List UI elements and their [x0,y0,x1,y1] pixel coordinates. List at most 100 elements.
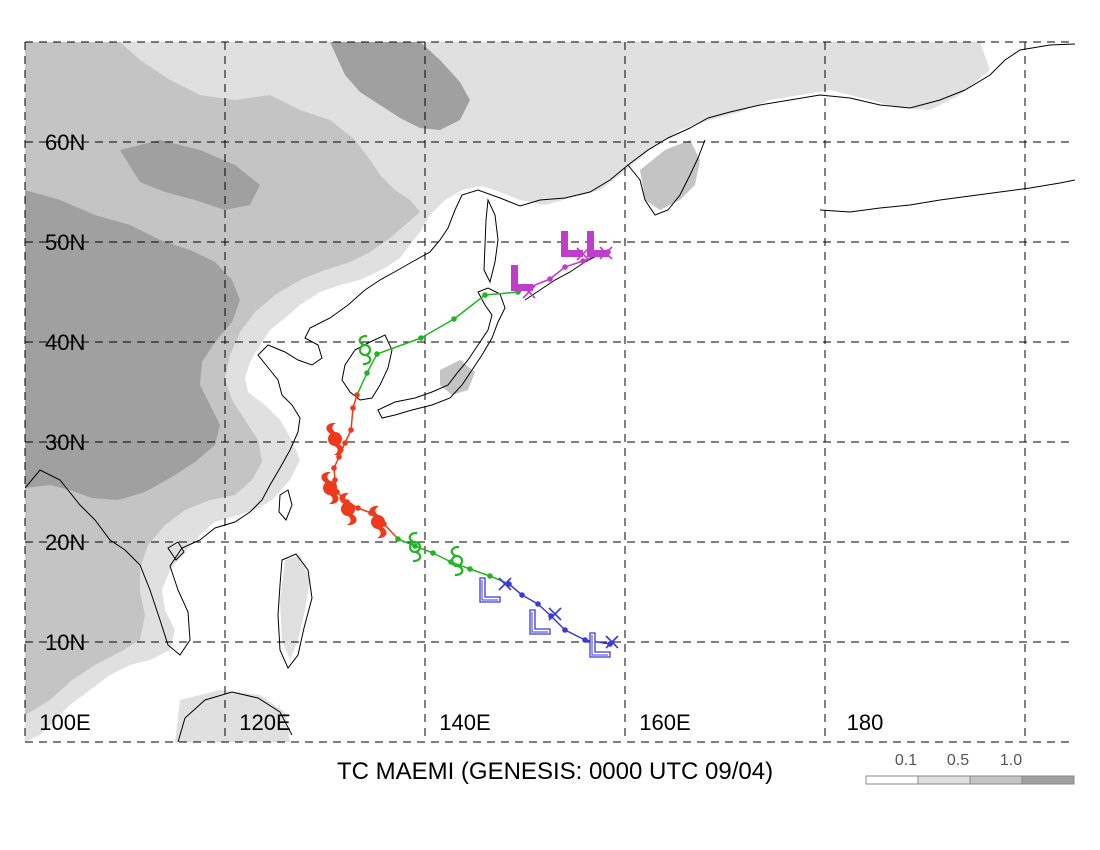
track-segment [564,629,586,641]
track-point [342,440,348,446]
lat-label: 40N [45,330,85,355]
terrain-dark-north [330,42,470,130]
track-point [412,543,418,549]
longitude-labels: 100E 120E 140E 160E 180 [39,710,883,735]
tropical-depression-L-icon [479,577,501,603]
lon-label: 100E [39,710,90,735]
coastline-mainland [25,43,1075,656]
coastline-kamchatka [627,139,706,216]
track-point [535,601,541,607]
tropical-storm-icon [358,334,372,366]
track-segment [550,615,566,631]
track-point [418,335,424,341]
terrain-light-philippines [280,555,310,660]
track-point [331,465,337,471]
coastline-japan [377,287,506,419]
coastline-sakhalin [483,198,499,284]
track-segment [508,583,523,596]
track-point [354,392,360,398]
terrain-light-borneo [175,690,290,742]
coastline-borneo [177,691,293,742]
track-point [562,264,568,270]
legend-label-0.1: 0.1 [895,752,917,769]
coastline-kuril [524,253,601,301]
track-point [582,637,588,643]
legend-label-1.0: 1.0 [1000,752,1022,769]
storm-symbols [321,231,619,658]
typhoon-icon [321,471,339,505]
lon-label: 140E [439,710,490,735]
track-point [374,351,380,357]
lat-label: 50N [45,230,85,255]
tropical-depression-L-icon [589,632,611,658]
track-segment [564,260,584,268]
coastline-hainan [167,541,185,561]
track-segment [366,353,378,374]
legend-swatch-3 [1021,775,1075,785]
coastline-aleutians [819,179,1075,213]
track-segment [397,538,416,547]
tropical-storm-icon [408,531,422,563]
track-segment [521,594,539,605]
lat-label: 20N [45,530,85,555]
track-point [395,536,401,542]
lat-lon-grid [24,41,1075,743]
storm-track [331,249,613,647]
coastline-korea [341,334,393,401]
track-point [336,454,342,460]
forecast-x-marker-icon [599,246,613,260]
typhoon-icon [339,492,357,526]
lon-label: 180 [847,710,884,735]
track-segment [584,639,611,645]
track-point [482,292,488,298]
track-point [562,627,568,633]
track-point [355,505,361,511]
terrain-legend: 0.1 0.5 1.0 [865,752,1075,785]
track-segment [549,266,566,280]
track-segment [383,523,399,540]
track-point [519,592,525,598]
track-segment [432,552,452,563]
terrain-mid-japan [440,360,475,395]
track-point [364,370,370,376]
terrain-mid-region [25,42,420,715]
lat-label: 10N [45,630,85,655]
terrain-shading [25,42,990,742]
track-point [467,566,473,572]
forecast-x-marker-icon [522,285,536,299]
track-point [487,573,493,579]
extratropical-low-L-icon [511,265,533,291]
track-point [547,276,553,282]
track-segment [484,291,519,296]
map-title: TC MAEMI (GENESIS: 0000 UTC 09/04) [336,758,774,785]
track-point [430,550,436,556]
lat-label: 30N [45,430,85,455]
coastline-philippines [277,553,313,669]
legend-swatch-2 [969,775,1023,785]
coastlines [25,43,1075,742]
terrain-dark-region [25,190,240,500]
track-segment [420,318,455,339]
track-segment [356,372,368,396]
track-point [506,581,512,587]
legend-swatch-0 [865,775,919,785]
terrain-dark-mountains [120,140,260,210]
legend-swatch-1 [917,775,971,785]
latitude-labels: 60N 50N 40N 30N 20N 10N [45,130,85,655]
track-segment [350,407,354,431]
track-segment [453,294,486,320]
legend-label-0.5: 0.5 [947,752,969,769]
extratropical-low-L-icon [561,231,583,257]
tropical-storm-icon [450,545,464,577]
track-segment [414,545,434,554]
coastline-taiwan [278,489,293,521]
forecast-x-marker-icon [498,577,512,591]
tropical-depression-L-icon [529,609,551,635]
forecast-x-marker-icon [548,607,562,621]
typhoon-icon [369,505,387,539]
typhoon-icon [326,422,344,456]
terrain-mid-kamchatka [640,140,700,210]
forecast-x-marker-icon [605,635,619,649]
track-segment [537,603,552,617]
